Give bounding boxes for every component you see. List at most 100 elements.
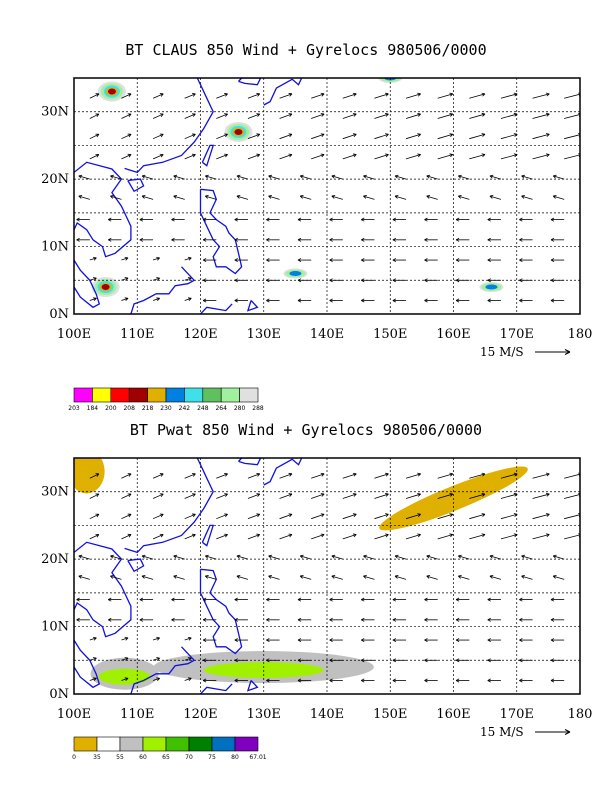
wind-vector-head (299, 195, 304, 199)
wind-vector (152, 473, 164, 479)
wind-vector (184, 473, 196, 479)
wind-vector (184, 93, 196, 99)
wind-vector-head (545, 533, 550, 538)
wind-vector (553, 555, 565, 560)
wind-vector (121, 257, 129, 261)
wind-vector-head (159, 133, 164, 138)
coastline-5 (238, 78, 262, 86)
wind-vector (78, 575, 90, 580)
wind-vector-head (159, 533, 164, 538)
wind-vector-head (424, 597, 428, 602)
wind-vector (152, 277, 160, 281)
wind-vector (521, 575, 533, 580)
coastline-1 (74, 259, 101, 309)
wind-vector (236, 575, 249, 580)
wind-vector (173, 555, 185, 560)
wind-vector-head (156, 297, 160, 302)
wind-vector-head (394, 554, 399, 559)
wind-vector-head (127, 153, 132, 158)
wind-vector-head (481, 472, 486, 477)
wind-vector (121, 534, 132, 540)
wind-vector (469, 534, 486, 540)
wind-vector-head (92, 256, 97, 261)
wind-vector-head (550, 678, 555, 683)
wind-vector-head (385, 493, 389, 497)
wind-vector-head (108, 237, 112, 242)
wind-vector-head (266, 678, 270, 683)
wind-vector-head (236, 575, 241, 579)
coastline-4 (201, 524, 215, 547)
wind-vector (564, 134, 580, 140)
y-tick-label: 30N (41, 105, 69, 120)
colorbar-label: 208 (123, 405, 135, 412)
wind-vector (532, 513, 550, 520)
wind-vector-head (320, 92, 325, 97)
wind-vector-head (76, 217, 80, 222)
wind-vector (279, 154, 293, 160)
wind-vector (437, 93, 453, 99)
coastline-3 (127, 558, 145, 573)
wind-vector-head (513, 513, 518, 517)
coastline-10 (200, 303, 233, 314)
wind-vector-head (234, 658, 238, 663)
wind-vector-head (288, 133, 293, 138)
wind-vector (184, 493, 196, 499)
wind-vector-head (187, 677, 192, 682)
colorbar-swatch (220, 387, 240, 403)
y-tick-label: 0N (49, 307, 69, 322)
wind-vector (279, 133, 293, 140)
wind-vector (121, 657, 129, 661)
wind-vector-head (159, 113, 164, 117)
wind-vector (173, 175, 185, 180)
wind-vector-head (545, 92, 550, 97)
wind-vector (89, 534, 100, 540)
wind-vector (152, 637, 160, 641)
wind-vector (405, 113, 421, 119)
wind-vector-head (417, 472, 421, 477)
colorbar-label: 203 (68, 405, 80, 412)
wind-vector-head (256, 472, 261, 477)
wind-vector-head (268, 575, 272, 579)
wind-vector-head (266, 237, 270, 242)
wind-vector-head (550, 298, 555, 303)
wind-vector (89, 93, 100, 99)
wind-vector-head (424, 658, 428, 663)
wind-vector (426, 195, 438, 200)
wind-vector-head (417, 533, 421, 538)
coastline-2 (124, 78, 214, 174)
wind-vector (532, 154, 550, 160)
wind-vector-head (127, 113, 132, 118)
wind-vector-head (320, 153, 325, 158)
colorbar-swatch (96, 736, 121, 752)
wind-vector (247, 473, 260, 479)
wind-vector-head (159, 513, 164, 518)
colorbar-swatch (73, 736, 98, 752)
colorbar-label: 55 (116, 754, 124, 761)
chart-title-bottom: BT Pwat 850 Wind + Gyrelocs 980506/0000 (129, 421, 483, 439)
pwat-shade-0 (74, 458, 105, 494)
wind-vector (216, 493, 228, 499)
wind-vector (374, 493, 389, 499)
wind-vector-head (481, 112, 486, 117)
wind-vector (374, 154, 389, 160)
wind-vector-head (449, 92, 454, 97)
wind-vector (564, 473, 580, 479)
wind-vector-head (550, 638, 555, 643)
wind-vector-head (78, 174, 83, 179)
wind-vector-head (110, 554, 114, 559)
wind-vector (205, 575, 217, 580)
wind-vector-head (426, 174, 431, 179)
wind-vector-head (385, 513, 389, 517)
wind-vector-head (127, 93, 132, 97)
wind-vector-head (352, 133, 357, 138)
wind-vector (458, 555, 470, 560)
x-tick-label: 120E (183, 707, 217, 722)
wind-vector-head (424, 258, 428, 263)
wind-vector (216, 534, 228, 540)
pwat-shade-3-b (98, 668, 151, 685)
wind-vector-head (124, 277, 129, 281)
colorbar-label: 248 (197, 405, 209, 412)
wind-vector-head (173, 575, 178, 579)
wind-vector-head (552, 195, 557, 199)
x-tick-label: 110E (120, 707, 154, 722)
